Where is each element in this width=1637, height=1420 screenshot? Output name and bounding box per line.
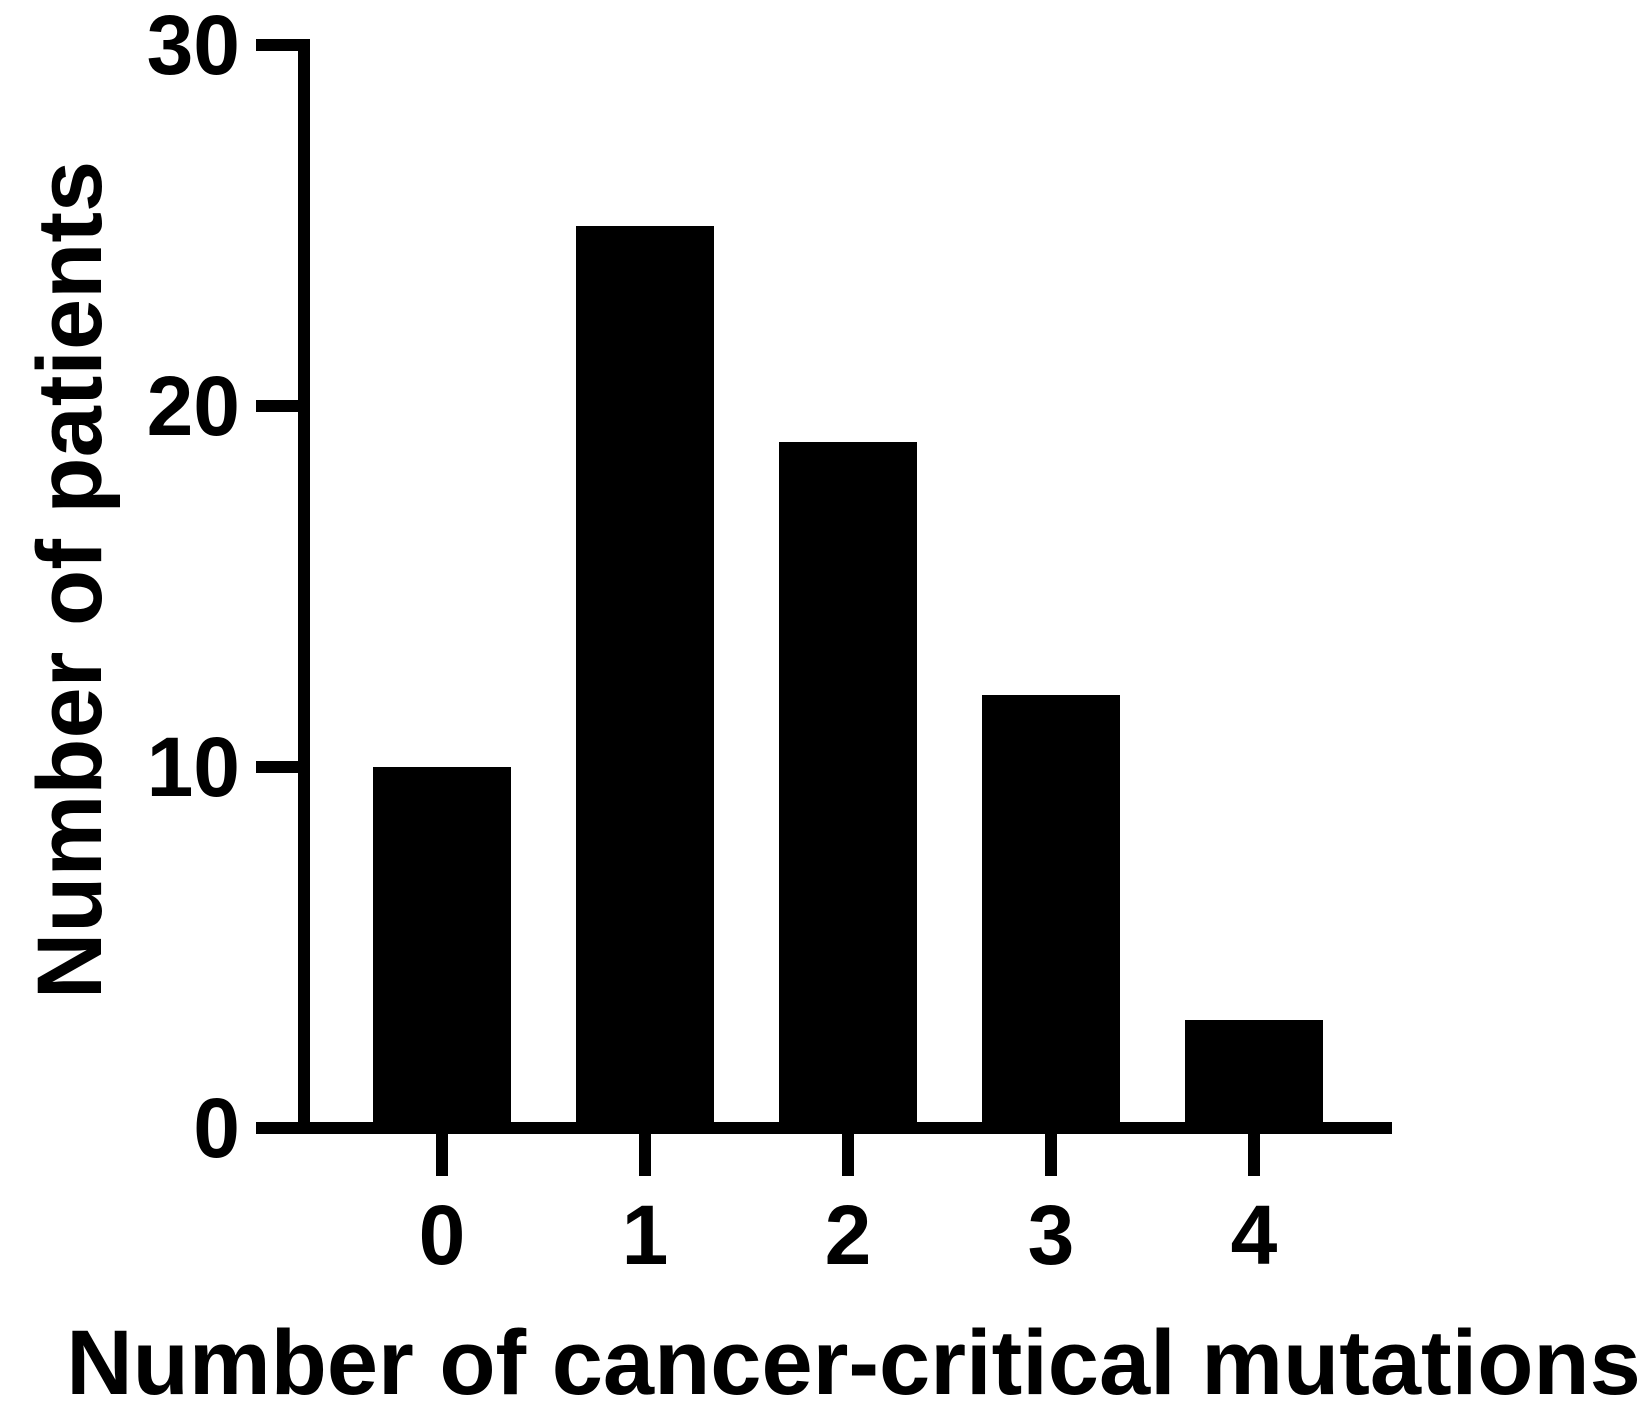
bar (982, 695, 1120, 1128)
x-tick-label: 3 (1027, 1188, 1075, 1282)
y-tick-label: 10 (146, 720, 240, 814)
y-tick-label: 20 (146, 359, 240, 453)
x-tick-mark (842, 1134, 854, 1176)
bar (373, 767, 511, 1128)
x-tick-mark (436, 1134, 448, 1176)
y-tick-mark (256, 761, 298, 773)
y-tick-mark (256, 39, 298, 51)
x-axis-title: Number of cancer-critical mutations (66, 1312, 1637, 1414)
y-tick-mark (256, 400, 298, 412)
y-axis-line (298, 39, 310, 1134)
x-tick-mark (1248, 1134, 1260, 1176)
y-tick-label: 0 (193, 1081, 240, 1175)
x-tick-label: 4 (1230, 1188, 1278, 1282)
bar (1185, 1020, 1323, 1128)
y-tick-label: 30 (146, 0, 240, 92)
y-tick-mark (256, 1122, 298, 1134)
x-tick-label: 1 (621, 1188, 669, 1282)
x-axis-line (256, 1122, 1392, 1134)
y-axis-title: Number of patients (19, 160, 121, 1000)
bar (576, 226, 714, 1128)
bar (779, 442, 917, 1128)
x-tick-mark (1045, 1134, 1057, 1176)
x-tick-mark (639, 1134, 651, 1176)
x-tick-label: 2 (824, 1188, 872, 1282)
x-tick-label: 0 (418, 1188, 466, 1282)
